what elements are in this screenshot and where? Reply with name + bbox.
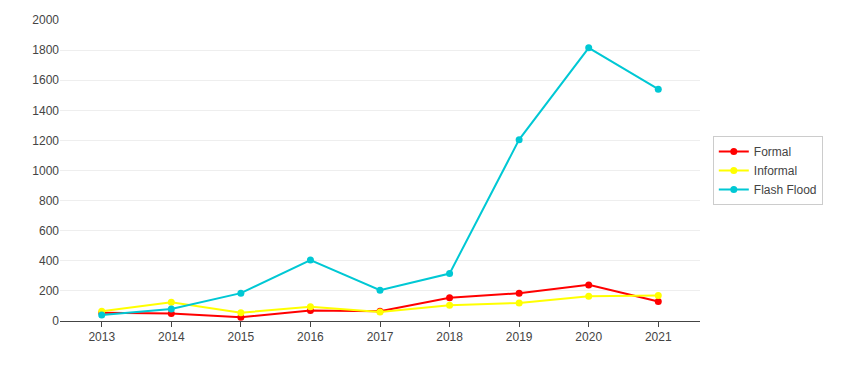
svg-text:200: 200 — [39, 284, 59, 298]
svg-text:400: 400 — [39, 254, 59, 268]
svg-text:1400: 1400 — [32, 104, 59, 118]
svg-text:2019: 2019 — [506, 330, 533, 344]
svg-text:2014: 2014 — [158, 330, 185, 344]
svg-text:2017: 2017 — [367, 330, 394, 344]
svg-text:2015: 2015 — [228, 330, 255, 344]
svg-text:600: 600 — [39, 224, 59, 238]
svg-text:2016: 2016 — [297, 330, 324, 344]
svg-text:1800: 1800 — [32, 43, 59, 57]
svg-text:Formal: Formal — [754, 145, 791, 159]
svg-text:2018: 2018 — [436, 330, 463, 344]
svg-text:Informal: Informal — [754, 164, 797, 178]
svg-text:1600: 1600 — [32, 73, 59, 87]
svg-text:2013: 2013 — [88, 330, 115, 344]
svg-text:2021: 2021 — [645, 330, 672, 344]
svg-text:0: 0 — [52, 314, 59, 328]
svg-text:1000: 1000 — [32, 164, 59, 178]
svg-text:800: 800 — [39, 194, 59, 208]
svg-text:2020: 2020 — [575, 330, 602, 344]
svg-text:Flash Flood: Flash Flood — [754, 183, 817, 197]
svg-text:2000: 2000 — [32, 13, 59, 27]
svg-text:1200: 1200 — [32, 134, 59, 148]
